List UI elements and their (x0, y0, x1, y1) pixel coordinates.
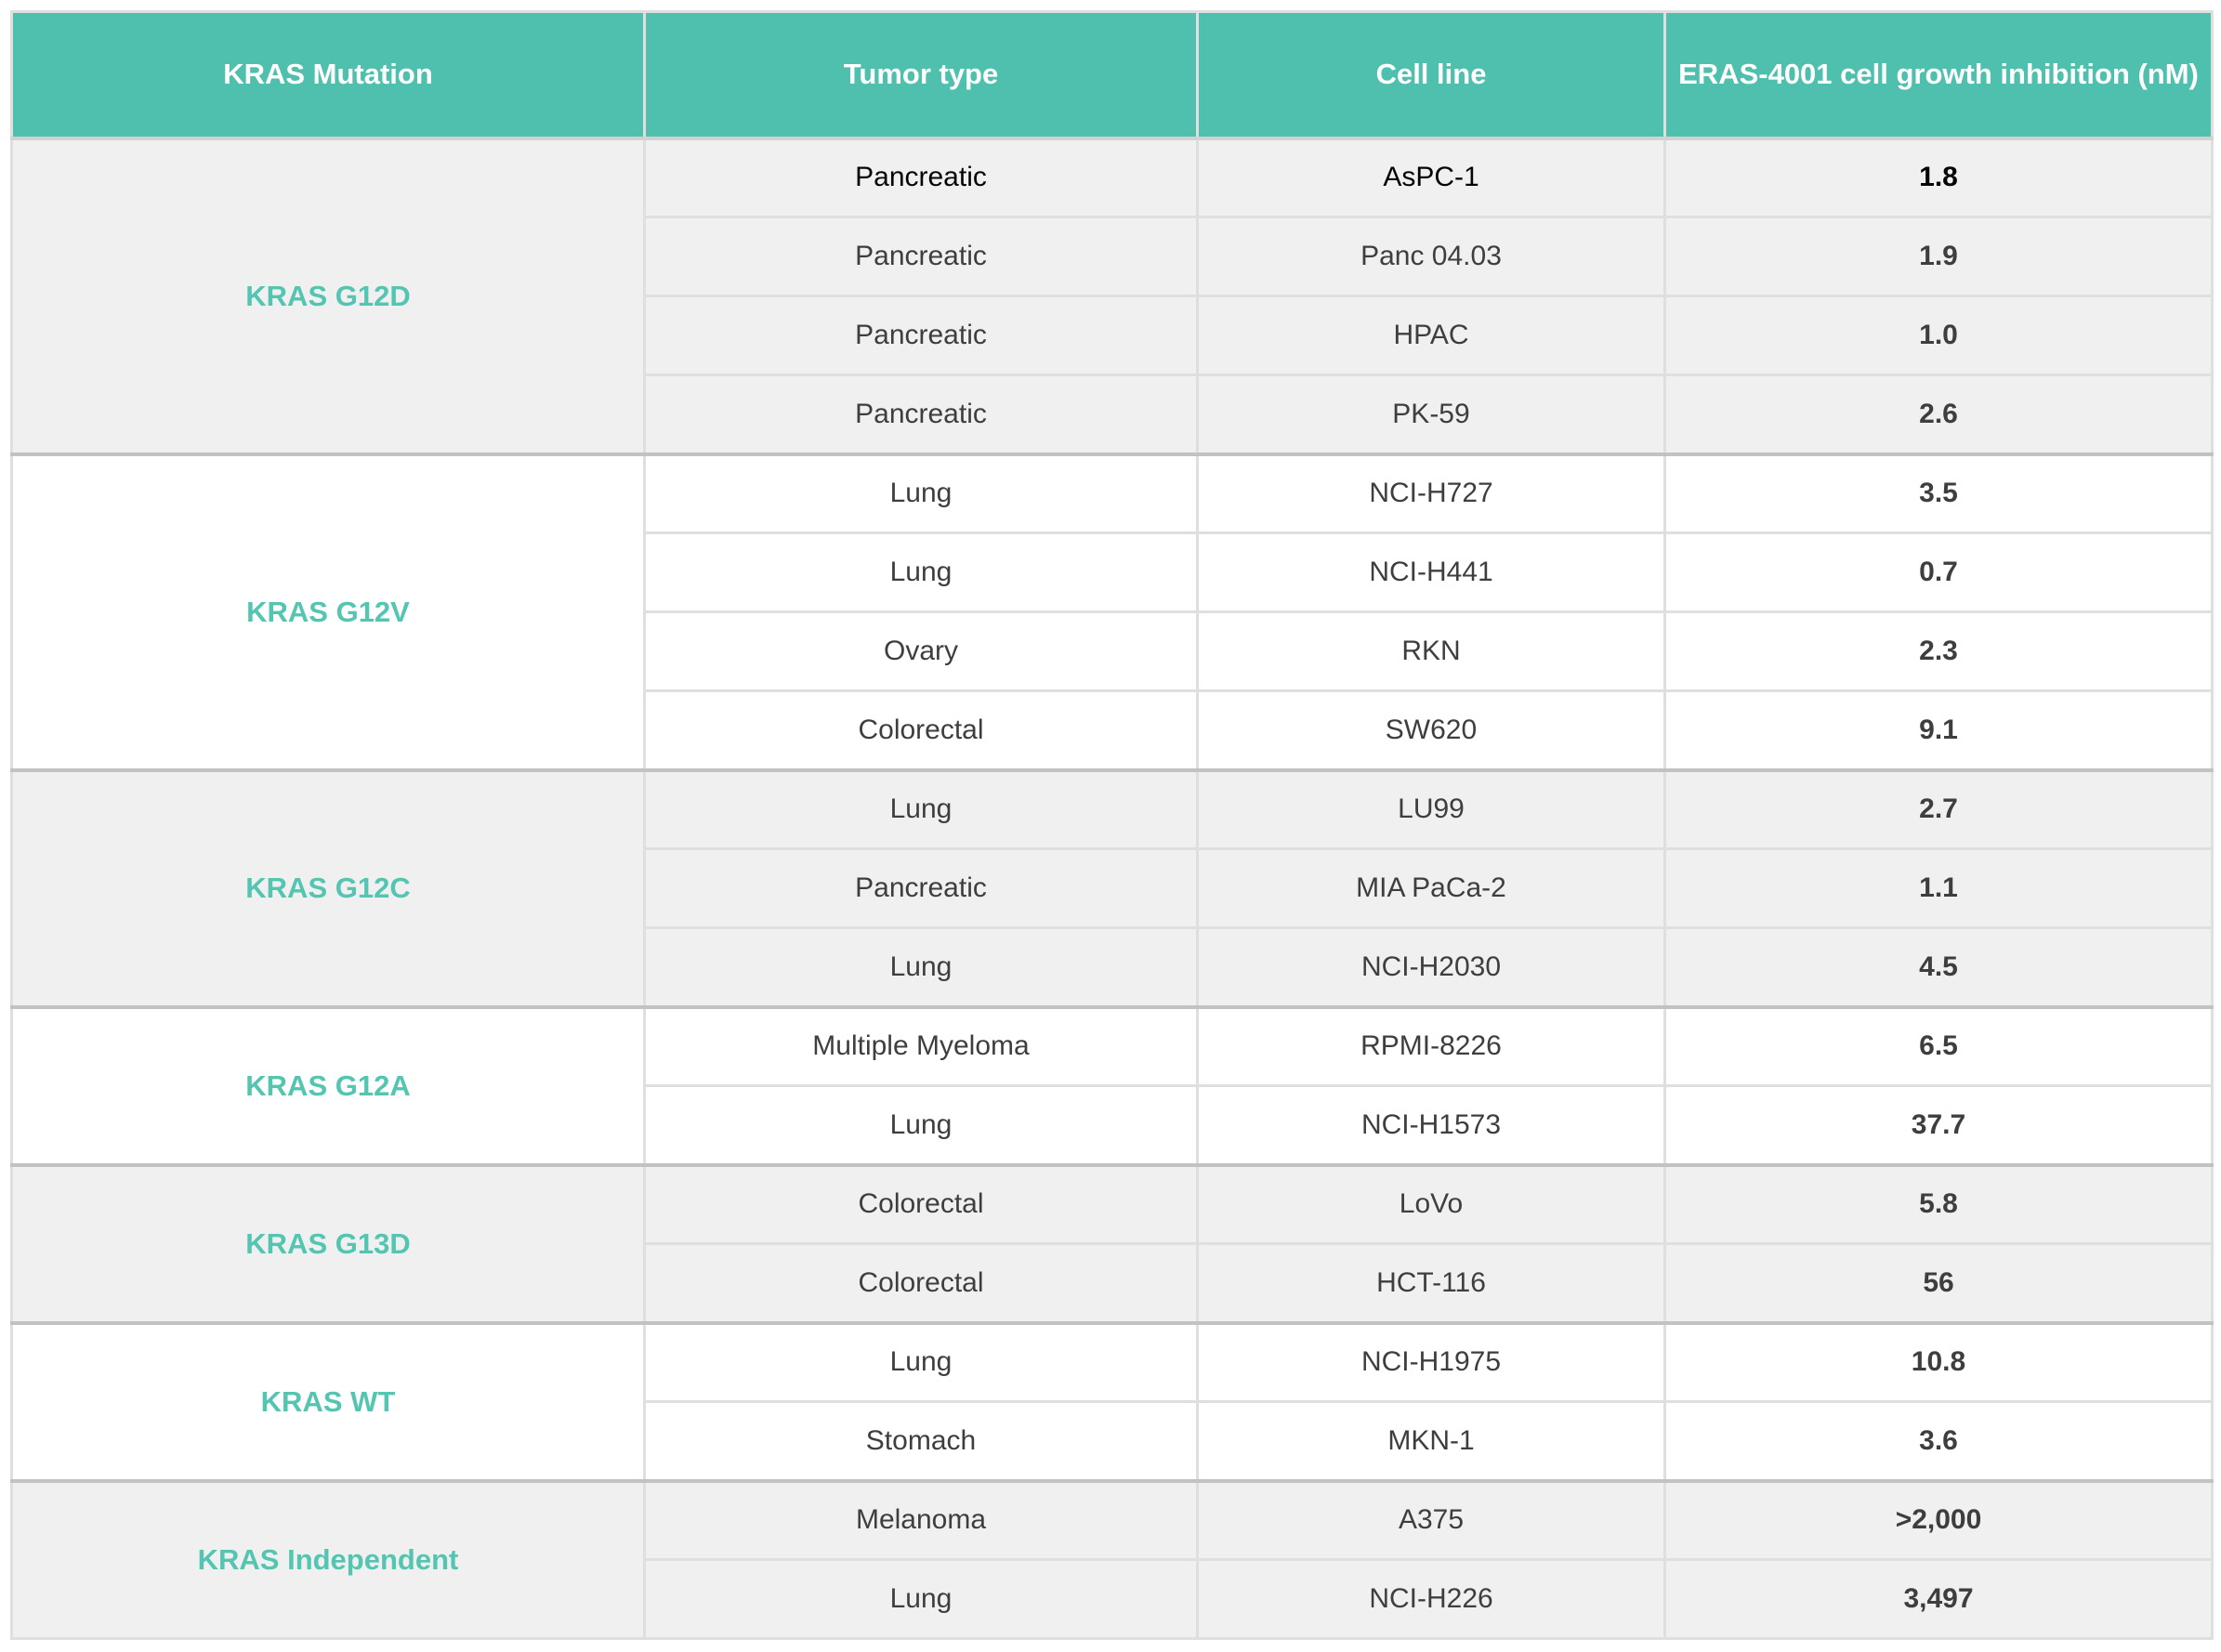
inhibition-value-cell: 4.5 (1663, 926, 2214, 1008)
cell-line-cell: A375 (1196, 1478, 1666, 1561)
tumor-type-cell: Multiple Myeloma (643, 1004, 1199, 1087)
table-row: Colorectal HCT-116 56 (12, 1242, 2214, 1324)
tumor-type-cell: Lung (643, 767, 1199, 850)
inhibition-value-cell: 56 (1663, 1242, 2214, 1324)
tumor-type-cell: Lung (643, 1558, 1199, 1640)
cell-line-cell: NCI-H2030 (1196, 926, 1666, 1008)
mutation-cell: KRAS G12V (10, 452, 646, 771)
cell-line-cell: RPMI-8226 (1196, 1004, 1666, 1087)
cell-line-cell: HPAC (1196, 295, 1666, 376)
cell-line-cell: Panc 04.03 (1196, 216, 1666, 297)
tumor-type-cell: Pancreatic (643, 374, 1199, 455)
header-inhibition: ERAS-4001 cell growth inhibition (nM) (1663, 10, 2214, 140)
inhibition-value-cell: 3,497 (1663, 1558, 2214, 1640)
inhibition-value-cell: 2.7 (1663, 767, 2214, 850)
header-cell-line: Cell line (1196, 10, 1666, 140)
inhibition-value-cell: 37.7 (1663, 1084, 2214, 1166)
table-row: Colorectal SW620 9.1 (12, 689, 2214, 771)
cell-line-cell: LoVo (1196, 1162, 1666, 1245)
cell-line-cell: MKN-1 (1196, 1400, 1666, 1482)
table-row: KRAS WT Lung NCI-H1975 10.8 (10, 1320, 2214, 1482)
table-row: KRAS G12D Pancreatic AsPC-1 1.8 (10, 136, 2214, 455)
inhibition-value-cell: 1.1 (1663, 847, 2214, 929)
inhibition-value-cell: 3.6 (1663, 1400, 2214, 1482)
mutation-cell: KRAS G12A (10, 1004, 646, 1166)
tumor-type-cell: Lung (643, 1320, 1199, 1403)
tumor-type-cell: Pancreatic (643, 216, 1199, 297)
kras-inhibition-table: KRAS Mutation Tumor type Cell line ERAS-… (10, 10, 2214, 1640)
tumor-type-cell: Ovary (643, 610, 1199, 692)
inhibition-value-cell: 6.5 (1663, 1004, 2214, 1087)
table-row: Lung NCI-H1573 37.7 (12, 1084, 2214, 1166)
cell-line-cell: NCI-H441 (1196, 531, 1666, 613)
inhibition-value-cell: 2.3 (1663, 610, 2214, 692)
tumor-type-cell: Colorectal (643, 1162, 1199, 1245)
table-row: Pancreatic Panc 04.03 1.9 (12, 216, 2214, 297)
cell-line-cell: HCT-116 (1196, 1242, 1666, 1324)
table-row: Lung NCI-H2030 4.5 (12, 926, 2214, 1008)
tumor-type-cell: Lung (643, 531, 1199, 613)
header-kras-mutation: KRAS Mutation (10, 10, 646, 140)
table-row: KRAS G12V Lung NCI-H727 3.5 (10, 452, 2214, 771)
tumor-type-cell: Pancreatic (643, 847, 1199, 929)
table-row: KRAS Independent Melanoma A375 >2,000 (10, 1478, 2214, 1640)
cell-line-cell: PK-59 (1196, 374, 1666, 455)
tumor-type-cell: Lung (643, 1084, 1199, 1166)
cell-line-cell: NCI-H1975 (1196, 1320, 1666, 1403)
inhibition-value-cell: 9.1 (1663, 689, 2214, 771)
cell-line-cell: NCI-H226 (1196, 1558, 1666, 1640)
table-row: Lung NCI-H441 0.7 (12, 531, 2214, 613)
mutation-cell: KRAS G12D (10, 136, 646, 455)
inhibition-value-cell: >2,000 (1663, 1478, 2214, 1561)
cell-line-cell: NCI-H727 (1196, 452, 1666, 534)
inhibition-value-cell: 3.5 (1663, 452, 2214, 534)
table-row: Pancreatic MIA PaCa-2 1.1 (12, 847, 2214, 929)
mutation-cell: KRAS WT (10, 1320, 646, 1482)
table-row: Ovary RKN 2.3 (12, 610, 2214, 692)
tumor-type-cell: Colorectal (643, 1242, 1199, 1324)
cell-line-cell: RKN (1196, 610, 1666, 692)
cell-line-cell: LU99 (1196, 767, 1666, 850)
inhibition-value-cell: 1.9 (1663, 216, 2214, 297)
table-row: KRAS G13D Colorectal LoVo 5.8 (10, 1162, 2214, 1324)
inhibition-value-cell: 1.0 (1663, 295, 2214, 376)
table-row: Pancreatic HPAC 1.0 (12, 295, 2214, 376)
header-tumor-type: Tumor type (643, 10, 1199, 140)
table-row: KRAS G12A Multiple Myeloma RPMI-8226 6.5 (10, 1004, 2214, 1166)
tumor-type-cell: Melanoma (643, 1478, 1199, 1561)
mutation-cell: KRAS Independent (10, 1478, 646, 1640)
tumor-type-cell: Lung (643, 452, 1199, 534)
cell-line-cell: AsPC-1 (1196, 136, 1666, 218)
tumor-type-cell: Pancreatic (643, 295, 1199, 376)
cell-line-cell: NCI-H1573 (1196, 1084, 1666, 1166)
cell-line-cell: MIA PaCa-2 (1196, 847, 1666, 929)
inhibition-value-cell: 5.8 (1663, 1162, 2214, 1245)
tumor-type-cell: Pancreatic (643, 136, 1199, 218)
mutation-cell: KRAS G12C (10, 767, 646, 1008)
inhibition-value-cell: 2.6 (1663, 374, 2214, 455)
table-row: KRAS G12C Lung LU99 2.7 (10, 767, 2214, 1008)
mutation-cell: KRAS G13D (10, 1162, 646, 1324)
tumor-type-cell: Stomach (643, 1400, 1199, 1482)
inhibition-value-cell: 0.7 (1663, 531, 2214, 613)
table-row: Lung NCI-H226 3,497 (12, 1558, 2214, 1640)
tumor-type-cell: Colorectal (643, 689, 1199, 771)
inhibition-value-cell: 1.8 (1663, 136, 2214, 218)
inhibition-value-cell: 10.8 (1663, 1320, 2214, 1403)
cell-line-cell: SW620 (1196, 689, 1666, 771)
table-row: Pancreatic PK-59 2.6 (12, 374, 2214, 455)
header-row: KRAS Mutation Tumor type Cell line ERAS-… (10, 10, 2214, 140)
table-row: Stomach MKN-1 3.6 (12, 1400, 2214, 1482)
tumor-type-cell: Lung (643, 926, 1199, 1008)
